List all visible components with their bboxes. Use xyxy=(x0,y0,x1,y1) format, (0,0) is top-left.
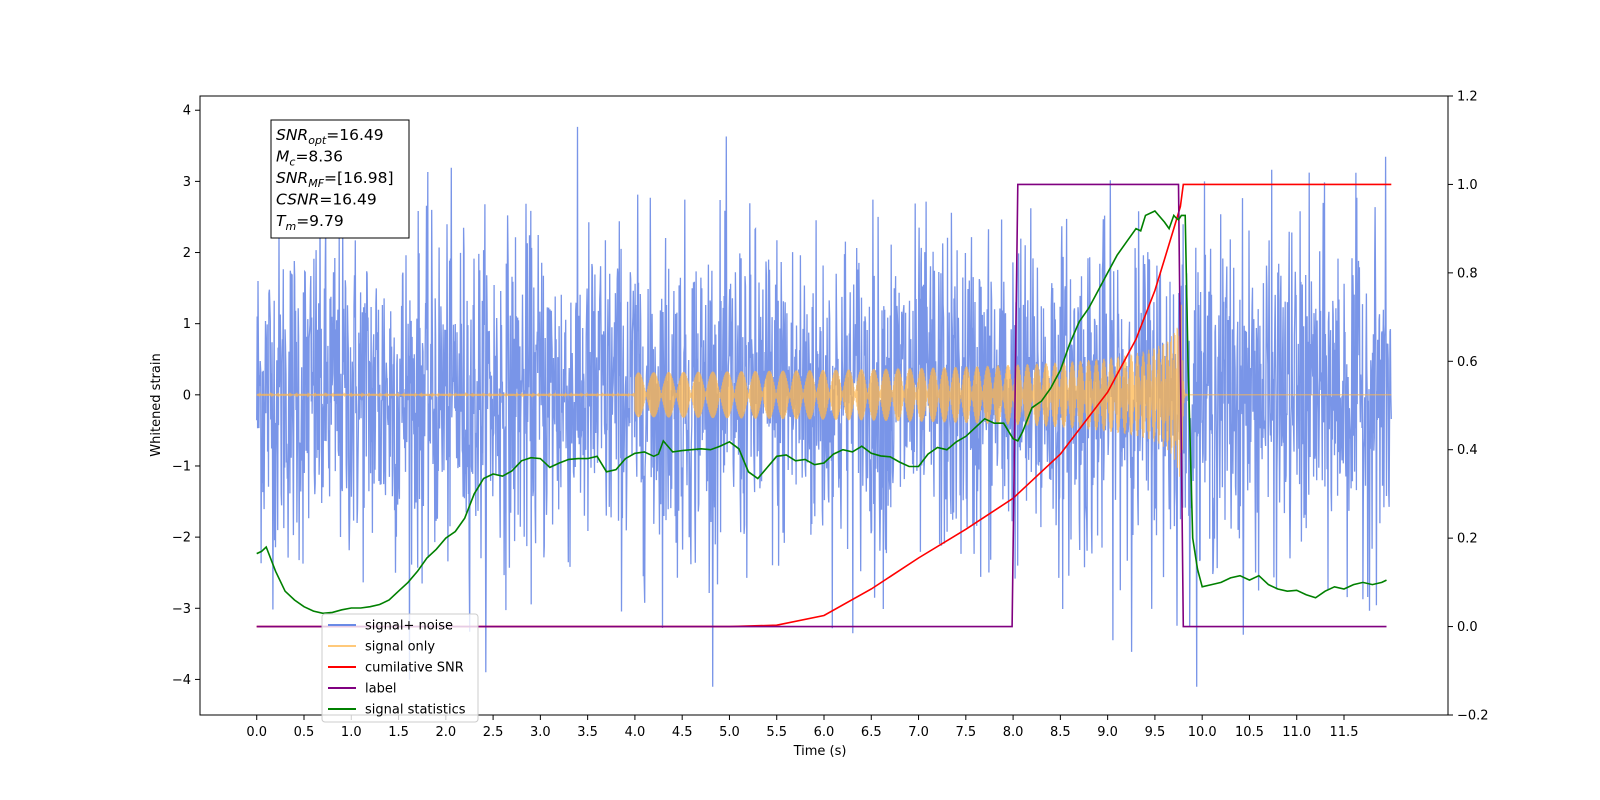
y2-tick-label: 0.2 xyxy=(1457,532,1478,547)
x-tick-label: 10.5 xyxy=(1235,725,1264,740)
x-tick-label: 1.0 xyxy=(341,725,362,740)
x-tick-label: 5.0 xyxy=(719,725,740,740)
y-tick-label: −4 xyxy=(172,673,191,688)
x-tick-label: 2.5 xyxy=(483,725,504,740)
legend-label: signal only xyxy=(365,640,435,655)
y-tick-label: 2 xyxy=(183,246,191,261)
series-label xyxy=(256,183,1387,628)
y-tick-label: 0 xyxy=(183,388,191,403)
annotation-line: Tm=9.79 xyxy=(276,212,344,233)
x-tick-label: 4.5 xyxy=(672,725,693,740)
x-tick-label: 9.5 xyxy=(1145,725,1166,740)
x-tick-label: 3.0 xyxy=(530,725,551,740)
y-axis-right: 1.2 1.0 0.8 0.6 0.4 0.2 0.0 −0.2 xyxy=(1448,90,1489,724)
legend-label: label xyxy=(365,682,396,697)
y2-tick-label: 0.6 xyxy=(1457,355,1478,370)
legend-label: signal+ noise xyxy=(365,619,453,634)
x-tick-label: 7.0 xyxy=(908,725,929,740)
series-signal-only xyxy=(256,304,1392,477)
y-tick-label: 1 xyxy=(183,317,191,332)
x-tick-label: 7.5 xyxy=(955,725,976,740)
x-tick-label: 3.5 xyxy=(577,725,598,740)
y-tick-label: −2 xyxy=(172,531,191,546)
y-tick-label: 3 xyxy=(183,175,191,190)
annotation-line: CSNR=16.49 xyxy=(276,191,377,209)
y-axis-label: Whitened strain xyxy=(149,353,164,456)
annotation-line: SNRMF=[16.98] xyxy=(276,169,394,190)
y2-tick-label: 0.4 xyxy=(1457,443,1478,458)
y2-tick-label: −0.2 xyxy=(1457,709,1489,724)
y-tick-label: −3 xyxy=(172,602,191,617)
y2-tick-label: 0.8 xyxy=(1457,266,1478,281)
series-signal-statistics xyxy=(256,210,1387,615)
legend: signal+ noise signal only cumilative SNR la… xyxy=(321,613,479,723)
x-tick-label: 6.0 xyxy=(814,725,835,740)
x-tick-label: 1.5 xyxy=(388,725,409,740)
x-tick-label: 5.5 xyxy=(766,725,787,740)
x-axis: 0.0 0.5 1.0 1.5 2.0 2.5 3.0 3.5 4.0 4.5 5.0 5.5 6.0 6… xyxy=(246,715,1358,740)
y2-tick-label: 1.0 xyxy=(1457,178,1478,193)
x-tick-label: 0.5 xyxy=(294,725,315,740)
x-tick-label: 6.5 xyxy=(861,725,882,740)
x-tick-label: 0.0 xyxy=(246,725,267,740)
series-layer xyxy=(256,126,1392,687)
x-tick-label: 4.0 xyxy=(625,725,646,740)
x-axis-label: Time (s) xyxy=(793,744,847,759)
legend-label: signal statistics xyxy=(365,703,466,718)
y-tick-label: −1 xyxy=(172,459,191,474)
x-tick-label: 8.0 xyxy=(1003,725,1024,740)
annotation-line: Mc=8.36 xyxy=(276,148,343,169)
x-tick-label: 8.5 xyxy=(1050,725,1071,740)
x-tick-label: 11.0 xyxy=(1282,725,1311,740)
x-tick-label: 10.0 xyxy=(1188,725,1217,740)
y2-tick-label: 0.0 xyxy=(1457,620,1478,635)
x-tick-label: 2.0 xyxy=(435,725,456,740)
annotation-line: SNRopt=16.49 xyxy=(276,126,384,147)
annotation-box: SNRopt=16.49Mc=8.36SNRMF=[16.98]CSNR=16.… xyxy=(270,119,410,239)
y-axis-left: 4 3 2 1 0 −1 −2 −3 −4 xyxy=(172,104,200,688)
y-tick-label: 4 xyxy=(183,104,191,119)
legend-label: cumilative SNR xyxy=(365,661,464,676)
y2-tick-label: 1.2 xyxy=(1457,90,1478,105)
x-tick-label: 11.5 xyxy=(1330,725,1359,740)
x-tick-label: 9.0 xyxy=(1097,725,1118,740)
series-cumilative-snr xyxy=(256,183,1392,628)
